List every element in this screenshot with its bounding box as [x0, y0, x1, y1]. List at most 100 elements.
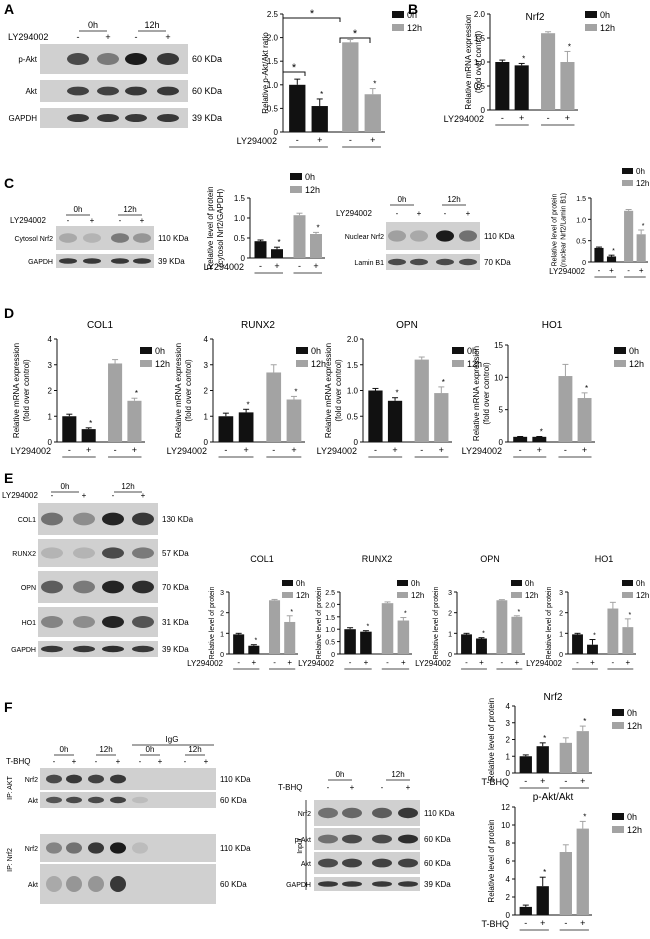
y-tick-label: 1.5	[325, 615, 335, 622]
band	[410, 258, 428, 266]
legend-swatch	[622, 168, 633, 174]
legend-swatch	[140, 360, 152, 367]
chart-title: OPN	[480, 554, 500, 564]
significance-star: *	[135, 389, 138, 398]
chart-a: 0 0.5 1.0 1.5 2.0 2.5 - + * - + * LY294002 Relative p…	[237, 10, 422, 148]
bar	[360, 631, 372, 654]
band	[66, 796, 82, 804]
category-label: -	[501, 113, 504, 123]
bar	[310, 234, 322, 258]
y-tick-label: 1.0	[347, 387, 359, 396]
time-label: 0h	[336, 770, 345, 779]
y-tick-label: 0.5	[474, 82, 486, 91]
legend-label: 0h	[636, 167, 645, 176]
category-label: -	[547, 113, 550, 123]
category-label: +	[291, 445, 296, 455]
band	[88, 796, 104, 804]
bar	[607, 608, 619, 654]
y-tick-label: 1.0	[267, 81, 279, 90]
lane-sign: -	[112, 491, 115, 500]
significance-star: *	[395, 389, 398, 398]
band	[46, 796, 62, 804]
blot-size-label: 130 KDa	[162, 515, 194, 524]
y-label: Relative mRNA expression	[12, 343, 21, 438]
bar	[81, 429, 96, 442]
blot-strip	[38, 539, 158, 567]
lane-sign: +	[417, 209, 422, 218]
legend-swatch	[612, 709, 624, 716]
y-tick-label: 0	[448, 652, 452, 659]
blot-row-label: GAPDH	[286, 882, 311, 889]
category-label: -	[564, 776, 567, 786]
legend-swatch	[397, 592, 408, 598]
blot-row-label: HO1	[22, 620, 37, 627]
blot-strip	[314, 828, 420, 850]
significance-star: *	[404, 611, 407, 618]
y-label: Relative mRNA expression	[464, 14, 473, 109]
legend-swatch	[296, 347, 308, 354]
band	[436, 258, 454, 266]
legend-swatch	[585, 24, 597, 31]
bar	[636, 234, 646, 262]
category-label: -	[564, 445, 567, 455]
significance-star: *	[583, 812, 586, 821]
legend-swatch	[397, 580, 408, 586]
legend-swatch	[392, 24, 404, 31]
y-label: Relative mRNA expression	[324, 343, 333, 438]
bar-charts: 0 0.5 1.0 1.5 2.0 2.5 - + * - + * LY294002 Relative p…	[11, 10, 649, 931]
band	[318, 881, 338, 887]
category-label: +	[364, 658, 369, 667]
band	[66, 774, 82, 784]
y-tick-label: 0.5	[267, 104, 279, 113]
y-label: (fold over control)	[184, 359, 193, 422]
band	[41, 580, 63, 594]
blot-size-label: 110 KDa	[220, 844, 251, 853]
blot-row-label: RUNX2	[12, 551, 36, 558]
category-label: -	[501, 658, 504, 667]
y-tick-label: 4	[204, 335, 209, 344]
y-tick-label: 0	[499, 438, 504, 447]
treatment-label: T-BHQ	[6, 757, 30, 766]
y-tick-label: 3	[448, 590, 452, 597]
y-label: Relative p-Akt/Akt ratio	[261, 32, 270, 114]
band	[102, 547, 124, 559]
x-label: LY294002	[526, 659, 562, 668]
legend-swatch	[290, 173, 302, 180]
time-label: 0h	[74, 205, 83, 214]
y-tick-label: 1	[204, 412, 209, 421]
y-tick-label: 1.0	[325, 627, 335, 634]
bar	[108, 363, 123, 442]
y-label: Relative level of protein	[209, 587, 216, 660]
band	[133, 233, 151, 243]
blot-size-label: 110 KDa	[484, 232, 515, 241]
x-label: LY294002	[11, 446, 51, 456]
band	[111, 258, 129, 264]
bar	[532, 436, 547, 442]
significance-star: *	[628, 612, 631, 619]
legend-label: 0h	[296, 579, 305, 588]
category-label: +	[132, 445, 137, 455]
significance-star: *	[522, 54, 525, 63]
bar	[266, 372, 282, 442]
band	[398, 807, 418, 819]
band	[97, 114, 119, 122]
y-tick-label: 8	[506, 839, 511, 848]
category-label: +	[609, 266, 614, 275]
blot-row-label: p-Akt	[295, 837, 311, 844]
y-tick-label: 3	[559, 590, 563, 597]
blot-a: 0h 12h LY294002 - + - + p-Akt 60 KDa Akt 60 KDa GAP…	[8, 20, 222, 128]
blot-c-nuclear: 0h 12h LY294002 - + - + Nuclear Nrf2 110 KDa Lami…	[336, 195, 515, 270]
y-tick-label: 2.5	[267, 10, 279, 19]
band	[102, 645, 124, 653]
lane-sign: +	[105, 32, 110, 42]
y-tick-label: 0.5	[576, 239, 586, 246]
category-label: -	[386, 658, 389, 667]
category-label: +	[370, 135, 375, 145]
lane-sign: -	[396, 209, 399, 218]
